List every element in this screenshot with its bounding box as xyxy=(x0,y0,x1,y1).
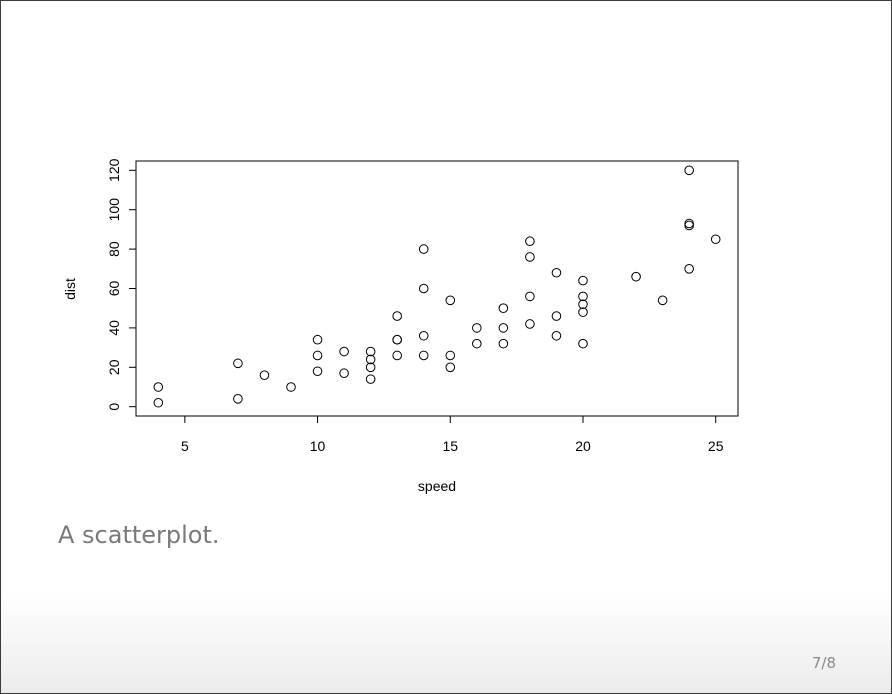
data-point xyxy=(498,338,509,349)
data-point xyxy=(312,334,323,345)
data-point xyxy=(498,303,509,314)
data-point xyxy=(551,311,562,321)
data-point xyxy=(153,382,164,392)
x-tick-label: 25 xyxy=(708,438,724,454)
data-point xyxy=(710,234,721,245)
data-point xyxy=(445,350,456,361)
data-point xyxy=(392,334,402,345)
data-point xyxy=(418,244,429,254)
data-point xyxy=(153,397,164,408)
x-tick-label: 20 xyxy=(575,438,591,454)
data-point xyxy=(578,307,588,317)
data-point xyxy=(684,220,694,231)
y-tick-label: 40 xyxy=(106,320,122,336)
data-point xyxy=(551,330,562,341)
data-point xyxy=(312,350,323,361)
data-point xyxy=(525,252,535,262)
data-point xyxy=(684,165,694,176)
data-point xyxy=(578,338,588,349)
data-point xyxy=(657,295,668,306)
slide-caption: A scatterplot. xyxy=(58,521,220,549)
data-point xyxy=(472,323,482,333)
data-point xyxy=(418,330,429,341)
data-point xyxy=(365,374,376,384)
y-tick-label: 100 xyxy=(106,198,122,222)
y-tick-label: 20 xyxy=(106,359,122,375)
data-point xyxy=(551,267,562,278)
data-point xyxy=(684,263,694,274)
x-tick-label: 5 xyxy=(181,438,189,454)
data-point xyxy=(578,291,588,302)
data-point xyxy=(233,394,243,404)
x-tick-label: 10 xyxy=(310,438,326,454)
y-tick-label: 80 xyxy=(106,241,122,257)
data-point xyxy=(578,275,588,286)
data-point xyxy=(312,366,323,377)
x-tick-label: 15 xyxy=(442,438,458,454)
y-tick-label: 0 xyxy=(106,403,122,411)
data-point xyxy=(365,362,376,373)
data-point xyxy=(339,368,349,379)
data-point xyxy=(418,283,429,294)
data-points xyxy=(153,165,721,408)
x-axis: 5 10 15 20 25 xyxy=(181,415,724,454)
data-point xyxy=(525,236,535,247)
data-point xyxy=(472,338,482,349)
data-point xyxy=(392,350,402,361)
y-tick-label: 120 xyxy=(106,158,122,182)
plot-frame xyxy=(135,160,739,417)
y-axis: 0 20 40 60 80 100 120 xyxy=(106,158,137,411)
y-tick-label: 60 xyxy=(106,281,122,297)
y-axis-title: dist xyxy=(62,278,78,300)
data-point xyxy=(525,319,535,329)
data-point xyxy=(445,362,456,373)
data-point xyxy=(684,218,694,229)
data-point xyxy=(233,358,243,369)
page-number: 7/8 xyxy=(811,654,836,672)
data-point xyxy=(445,295,456,306)
data-point xyxy=(498,323,509,333)
data-point xyxy=(631,271,641,282)
data-point xyxy=(365,354,376,365)
data-point xyxy=(525,291,535,302)
x-axis-title: speed xyxy=(418,478,456,494)
data-point xyxy=(339,346,349,357)
data-point xyxy=(259,370,270,380)
data-point xyxy=(286,382,296,392)
data-point xyxy=(392,311,402,321)
data-point xyxy=(418,350,429,361)
data-point xyxy=(578,299,588,310)
data-point xyxy=(365,346,376,357)
